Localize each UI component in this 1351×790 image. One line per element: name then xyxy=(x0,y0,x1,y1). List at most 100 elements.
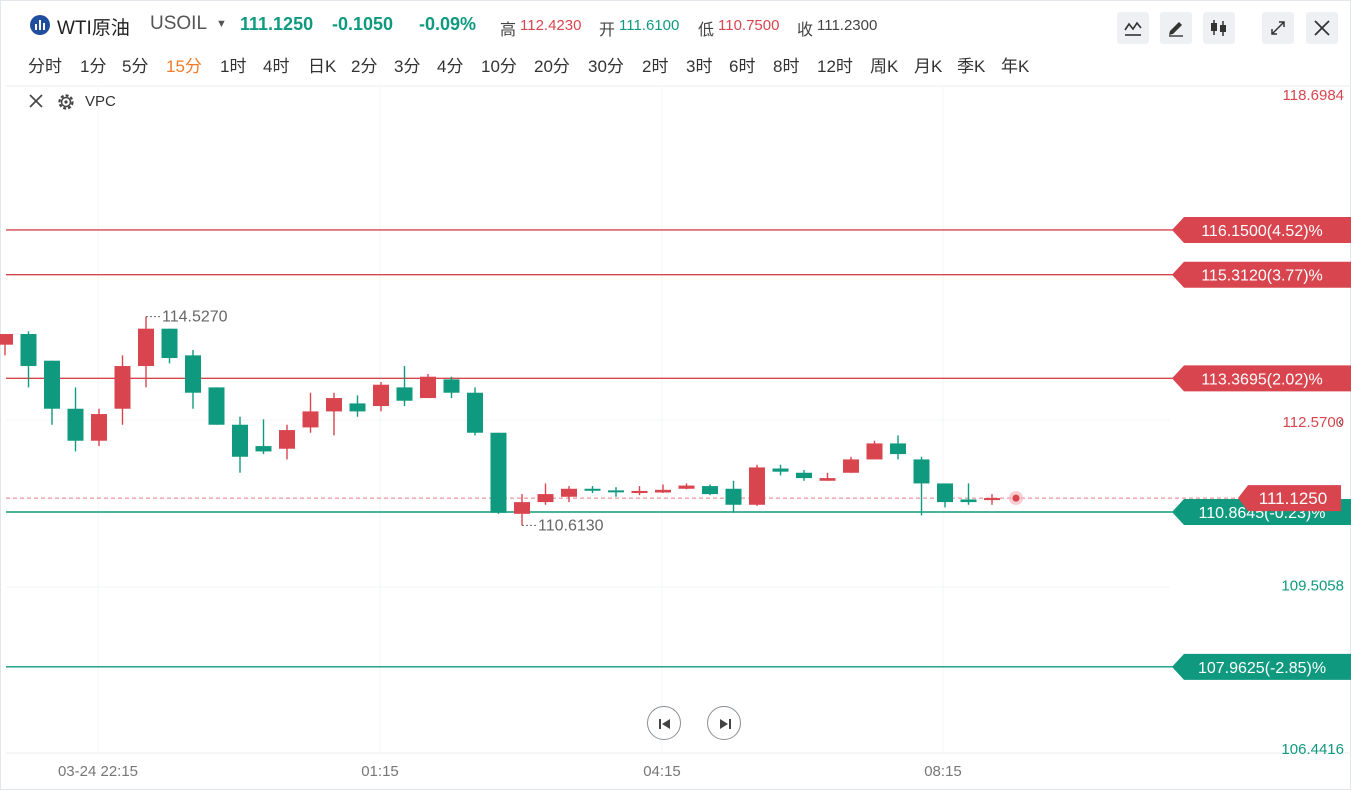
candle-body xyxy=(255,446,272,452)
price-change-pct: -0.09% xyxy=(419,14,477,34)
y-tick-label: 112.5700 xyxy=(1283,414,1344,431)
candle-body xyxy=(913,459,930,484)
candle-body xyxy=(984,498,1000,501)
period-tab-active[interactable]: 15分 xyxy=(166,57,202,76)
candle-body xyxy=(443,379,460,393)
candle-body xyxy=(420,376,436,399)
low-value: 110.7500 xyxy=(718,17,780,34)
trend-line-icon xyxy=(1124,21,1142,36)
candle-body xyxy=(937,483,953,503)
last-price: 111.1250 xyxy=(240,14,314,34)
candles xyxy=(0,316,1000,526)
header-bar: WTI原油 USOIL ▼ 111.1250 -0.1050 -0.09% 高 … xyxy=(0,0,1351,48)
x-tick-label: 01:15 xyxy=(361,763,399,780)
collapse-axis-icon[interactable]: ‹ xyxy=(1338,413,1343,429)
period-tab[interactable]: 年K xyxy=(1001,57,1030,76)
close-label: 收 xyxy=(797,22,814,39)
candle-body xyxy=(349,403,366,412)
candle-body xyxy=(890,443,906,455)
period-tab[interactable]: 12时 xyxy=(817,57,853,76)
skip-forward-icon xyxy=(720,719,731,729)
period-tab[interactable]: 2分 xyxy=(351,57,378,76)
period-tab[interactable]: 8时 xyxy=(773,57,800,76)
indicator-tag: VPC xyxy=(27,91,147,113)
period-tab[interactable]: 3时 xyxy=(686,57,713,76)
candle-body xyxy=(208,387,225,425)
scroll-start-button[interactable] xyxy=(647,706,681,740)
high-label: 高 xyxy=(500,22,517,39)
price-levels: 116.1500(4.52)% 115.3120(3.77)% 113.3695(2… xyxy=(6,216,1351,680)
scroll-end-button[interactable] xyxy=(707,706,741,740)
period-tab[interactable]: 3分 xyxy=(394,57,421,76)
candle-body xyxy=(819,478,836,481)
period-tab[interactable]: 日K xyxy=(308,57,337,76)
candle-body xyxy=(866,443,883,460)
chart-type-button[interactable] xyxy=(1203,12,1235,44)
close-button[interactable] xyxy=(1306,12,1338,44)
period-tab[interactable]: 10分 xyxy=(481,57,517,76)
candle-body xyxy=(678,485,695,489)
period-tab[interactable]: 1分 xyxy=(80,57,107,76)
period-tab[interactable]: 分时 xyxy=(28,57,62,76)
candlestick-type-icon xyxy=(1211,20,1226,36)
indicator-name: VPC xyxy=(85,93,116,110)
gear-icon[interactable] xyxy=(56,92,76,112)
candle-body xyxy=(91,414,107,441)
period-tab[interactable]: 6时 xyxy=(729,57,756,76)
x-tick-label: 08:15 xyxy=(924,763,962,780)
candle-body xyxy=(702,486,718,495)
extreme-markers: 114.5270 110.6130 xyxy=(146,309,1023,534)
period-tab[interactable]: 5分 xyxy=(122,57,149,76)
candle-body xyxy=(161,328,178,359)
period-tab[interactable]: 月K xyxy=(914,57,943,76)
candle-body xyxy=(0,334,13,345)
close-icon xyxy=(1314,20,1330,36)
candle-body xyxy=(631,490,648,494)
x-axis: 03-24 22:15 01:15 04:15 08:15 xyxy=(58,763,962,780)
skip-back-icon xyxy=(659,719,670,729)
period-tab[interactable]: 1时 xyxy=(220,57,247,76)
period-tab[interactable]: 4时 xyxy=(263,57,290,76)
candle-body xyxy=(561,488,577,497)
symbol-name[interactable]: WTI原油 xyxy=(57,18,130,39)
period-tab[interactable]: 季K xyxy=(957,57,986,76)
max-marker-label: 114.5270 xyxy=(162,309,228,326)
candle-body xyxy=(749,467,765,505)
candle-body xyxy=(232,424,248,457)
level-label: 116.1500(4.52)% xyxy=(1201,223,1323,240)
candle-body xyxy=(302,411,319,428)
candle-body xyxy=(326,398,342,412)
candle-body xyxy=(44,360,60,409)
chevron-down-icon[interactable]: ▼ xyxy=(216,18,227,30)
high-value: 112.4230 xyxy=(520,17,582,34)
level-tag xyxy=(1172,365,1351,392)
x-tick-label: 03-24 22:15 xyxy=(58,763,138,780)
trend-line-button[interactable] xyxy=(1117,12,1149,44)
candle-body xyxy=(772,468,789,472)
level-tag xyxy=(1172,261,1351,288)
fullscreen-button[interactable] xyxy=(1262,12,1294,44)
period-tab[interactable]: 周K xyxy=(870,57,899,76)
period-tab[interactable]: 20分 xyxy=(534,57,570,76)
y-tick-label: 109.5058 xyxy=(1281,578,1344,595)
level-label: 115.3120(3.77)% xyxy=(1201,268,1323,285)
period-tab[interactable]: 30分 xyxy=(588,57,624,76)
current-price-label: 111.1250 xyxy=(1259,489,1327,508)
candle-body xyxy=(655,489,671,493)
y-axis: 118.6984 112.5700 109.5058 106.4416 xyxy=(1281,87,1344,758)
symbol-code[interactable]: USOIL xyxy=(150,13,208,34)
level-label: 113.3695(2.02)% xyxy=(1201,371,1323,388)
period-tab[interactable]: 4分 xyxy=(437,57,464,76)
period-tab[interactable]: 2时 xyxy=(642,57,669,76)
level-tag xyxy=(1172,216,1351,243)
draw-button[interactable] xyxy=(1160,12,1192,44)
period-selector: 分时 1分 5分 15分 1时 4时 日K 2分 3分 4分 10分 20分 3… xyxy=(0,49,1100,79)
price-change: -0.1050 xyxy=(332,14,394,34)
candle-body xyxy=(537,494,554,503)
fullscreen-icon xyxy=(1271,21,1285,35)
open-label: 开 xyxy=(599,22,616,39)
remove-indicator-icon[interactable] xyxy=(27,91,45,111)
current-price-tag: 111.1250 xyxy=(1238,485,1341,512)
min-marker-label: 110.6130 xyxy=(538,517,604,534)
